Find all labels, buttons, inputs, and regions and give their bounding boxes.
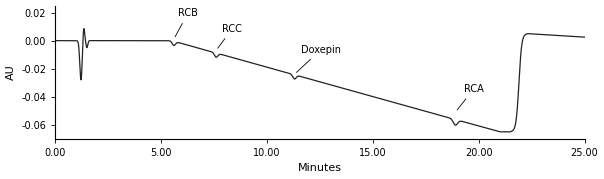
Text: RCA: RCA [457, 84, 484, 110]
Y-axis label: AU: AU [5, 64, 16, 80]
Text: RCB: RCB [175, 8, 198, 37]
Text: RCC: RCC [218, 24, 242, 48]
Text: Doxepin: Doxepin [297, 45, 341, 72]
X-axis label: Minutes: Minutes [298, 163, 342, 173]
